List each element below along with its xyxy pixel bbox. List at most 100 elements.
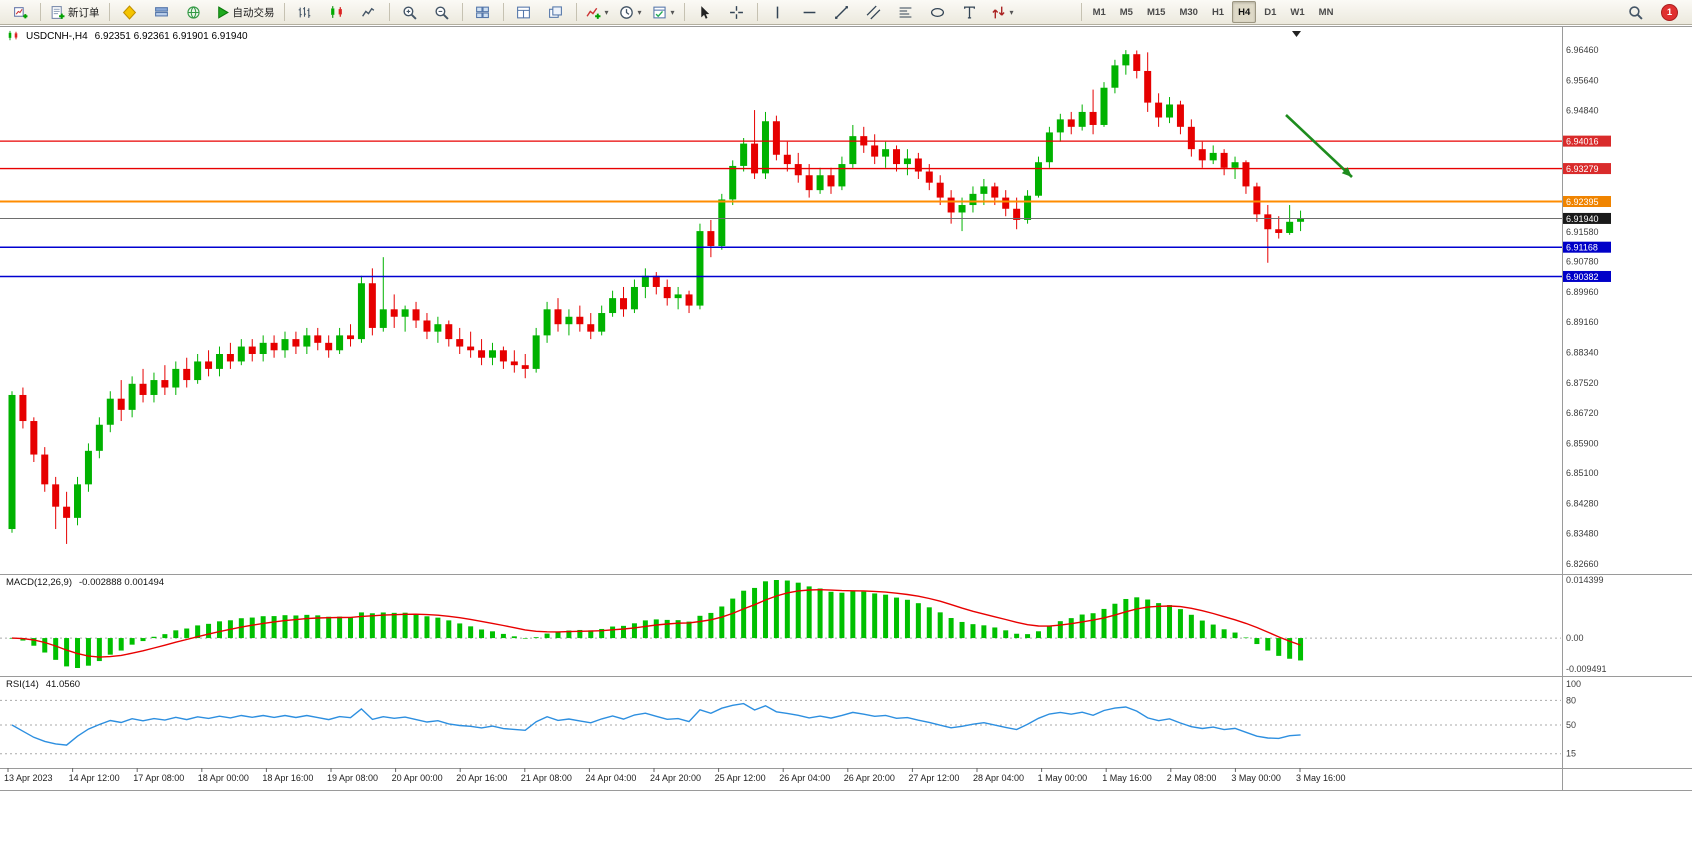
crosshair-button[interactable]	[722, 0, 752, 24]
notification-badge[interactable]: 1	[1661, 3, 1678, 21]
toolbar-separator	[502, 3, 504, 21]
candle	[882, 149, 890, 157]
svg-text:17 Apr 08:00: 17 Apr 08:00	[133, 773, 184, 783]
svg-text:6.94016: 6.94016	[1566, 137, 1599, 147]
timeframe-d1[interactable]: D1	[1264, 6, 1277, 18]
candle	[816, 175, 824, 191]
candle-chart-button[interactable]	[322, 0, 352, 24]
candle	[456, 339, 464, 347]
timeframe-m5[interactable]: M5	[1119, 6, 1133, 18]
arrows-icon	[991, 5, 1006, 20]
timeframe-h1[interactable]: H1	[1211, 6, 1225, 18]
svg-text:18 Apr 00:00: 18 Apr 00:00	[198, 773, 249, 783]
timeframe-m30[interactable]: M30	[1179, 6, 1198, 18]
candle	[499, 350, 507, 362]
periods-button[interactable]: ▾	[615, 0, 646, 24]
svg-text:15: 15	[1566, 749, 1576, 759]
candle	[740, 143, 748, 166]
text-button[interactable]	[955, 0, 985, 24]
svg-text:24 Apr 20:00: 24 Apr 20:00	[650, 773, 701, 783]
svg-text:2 May 08:00: 2 May 08:00	[1167, 773, 1217, 783]
rsi-layer	[0, 699, 1561, 755]
candle	[401, 309, 409, 317]
fibonacci-button[interactable]	[891, 0, 921, 24]
candle	[84, 450, 92, 485]
rsi-axis: 100 80 50 15	[1566, 679, 1581, 759]
timeframe-m15[interactable]: M15	[1146, 6, 1166, 18]
chart-symbol-icon	[7, 30, 19, 42]
candle	[1297, 218, 1305, 222]
timeframe-w1[interactable]: W1	[1290, 6, 1305, 18]
dropdown-caret-icon[interactable]: ▾	[637, 7, 642, 17]
timeframe-h4[interactable]: H4	[1232, 1, 1257, 23]
scroll-marker-icon[interactable]	[1292, 31, 1301, 37]
profiles-button[interactable]	[115, 0, 145, 24]
candle	[532, 335, 540, 369]
candle	[936, 182, 944, 198]
candle	[248, 346, 256, 354]
vertical-line-button[interactable]	[763, 0, 793, 24]
toolbar: 新订单 自动交易 ▾ ▾ ▾ ▾ M1 M5 M15 M30 H1 H4 D1 W1 MN 1	[0, 0, 1692, 25]
tile-windows-button[interactable]	[468, 0, 498, 24]
candle	[1253, 186, 1261, 215]
chart-ohlc-values: 6.92351 6.92361 6.91901 6.91940	[94, 30, 248, 42]
candle	[30, 421, 38, 455]
market-watch-button[interactable]	[147, 0, 177, 24]
auto-trading-button[interactable]: 自动交易	[211, 0, 279, 24]
svg-text:6.96460: 6.96460	[1566, 45, 1599, 55]
search-button[interactable]	[1620, 0, 1650, 24]
candle	[871, 145, 879, 157]
templates-button[interactable]: ▾	[648, 0, 679, 24]
zoom-in-button[interactable]	[395, 0, 425, 24]
candle	[751, 143, 759, 174]
horizontal-line-button[interactable]	[795, 0, 825, 24]
data-window-button[interactable]	[179, 0, 209, 24]
toolbar-separator	[461, 3, 463, 21]
new-order-button[interactable]: 新订单	[46, 0, 104, 24]
indicators-button[interactable]: ▾	[582, 0, 613, 24]
line-chart-button[interactable]	[354, 0, 384, 24]
bar-chart-button[interactable]	[290, 0, 320, 24]
trend-arrow[interactable]	[1285, 114, 1353, 178]
candle	[609, 298, 617, 314]
candle	[729, 165, 737, 200]
candle	[1111, 65, 1119, 88]
arrow-tools-button[interactable]: ▾	[987, 0, 1018, 24]
shapes-button[interactable]	[923, 0, 953, 24]
cascade-windows-button[interactable]	[541, 0, 571, 24]
candle	[226, 354, 234, 362]
candle	[663, 286, 671, 299]
grid-icon	[475, 5, 490, 20]
svg-text:18 Apr 16:00: 18 Apr 16:00	[262, 773, 313, 783]
svg-text:6.89160: 6.89160	[1566, 317, 1599, 327]
macd-axis: 0.014399 0.00 -0.009491	[1566, 575, 1607, 674]
trendline-button[interactable]	[827, 0, 857, 24]
macd-name: MACD(12,26,9)	[6, 577, 72, 588]
win-cascade-icon	[548, 5, 563, 20]
candle	[674, 294, 682, 299]
globe-icon	[186, 5, 201, 20]
timeframe-m1[interactable]: M1	[1092, 6, 1106, 18]
order-form-icon	[50, 5, 65, 20]
clock-icon	[619, 5, 634, 20]
candle	[1209, 152, 1217, 161]
cursor-button[interactable]	[690, 0, 720, 24]
zoom-out-button[interactable]	[427, 0, 457, 24]
svg-text:6.94840: 6.94840	[1566, 105, 1599, 115]
bars-icon	[297, 5, 312, 20]
toolbar-separator	[1080, 3, 1082, 21]
dropdown-caret-icon[interactable]: ▾	[1009, 7, 1014, 17]
arrange-windows-button[interactable]	[509, 0, 539, 24]
dropdown-caret-icon[interactable]: ▾	[670, 7, 675, 17]
candle	[510, 361, 518, 366]
candle	[1242, 162, 1250, 187]
svg-text:28 Apr 04:00: 28 Apr 04:00	[973, 773, 1024, 783]
dropdown-caret-icon[interactable]: ▾	[604, 7, 609, 17]
timeframe-mn[interactable]: MN	[1318, 6, 1334, 18]
channel-button[interactable]	[859, 0, 889, 24]
candle	[925, 171, 933, 183]
candle	[292, 339, 300, 347]
new-chart-button[interactable]	[5, 0, 35, 24]
